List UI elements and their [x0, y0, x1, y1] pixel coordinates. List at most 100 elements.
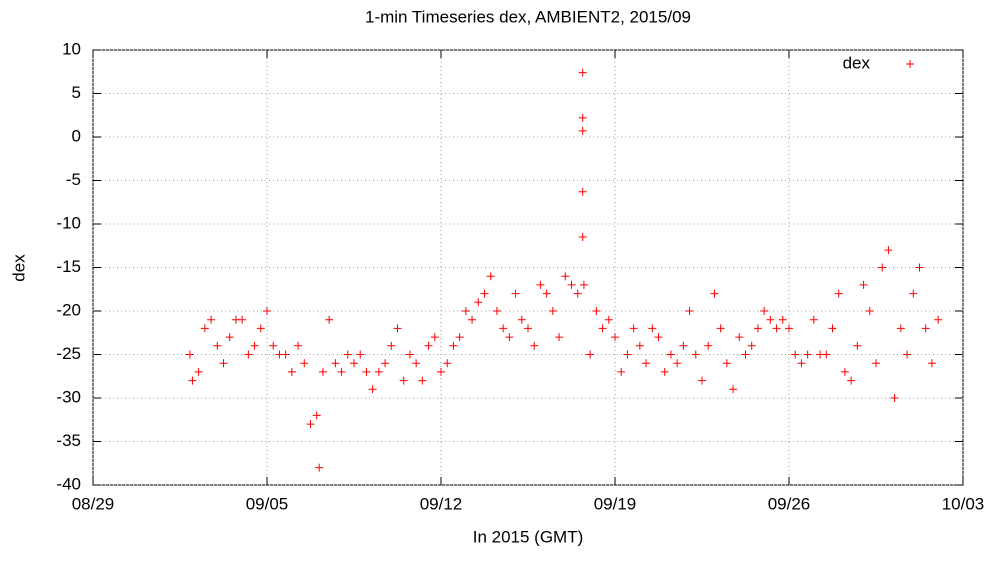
data-point	[927, 359, 936, 368]
data-point	[337, 367, 346, 376]
data-point	[480, 289, 489, 298]
data-point	[716, 324, 725, 333]
data-point	[573, 289, 582, 298]
data-point	[461, 307, 470, 315]
data-point	[617, 367, 626, 376]
data-point	[679, 341, 688, 350]
data-point	[772, 324, 781, 333]
legend-label: dex	[843, 53, 871, 72]
data-point	[238, 315, 247, 324]
data-point	[374, 367, 383, 376]
data-point	[256, 324, 265, 333]
data-point	[393, 324, 402, 333]
data-point	[331, 359, 340, 368]
y-tick-label: -30	[56, 387, 81, 406]
data-point	[449, 341, 458, 350]
data-point	[263, 307, 271, 315]
data-point	[915, 263, 924, 272]
data-point	[443, 359, 452, 368]
data-point	[785, 324, 793, 333]
data-point	[578, 126, 587, 135]
x-tick-label: 09/19	[594, 494, 637, 513]
data-point	[294, 341, 303, 350]
data-point	[542, 289, 551, 298]
data-point	[399, 376, 408, 385]
data-point	[579, 280, 588, 289]
data-point	[350, 359, 358, 368]
data-point	[747, 341, 756, 350]
data-point	[660, 367, 669, 376]
data-point	[517, 315, 526, 324]
data-point	[741, 350, 750, 359]
data-point	[586, 350, 595, 359]
data-point	[185, 350, 194, 359]
data-point	[188, 376, 197, 385]
y-tick-label: -5	[66, 170, 81, 189]
data-point	[884, 246, 893, 255]
data-point	[368, 385, 377, 394]
data-point	[673, 359, 682, 368]
data-point	[287, 367, 296, 376]
data-point	[362, 367, 371, 376]
data-point	[890, 394, 899, 402]
data-point	[548, 307, 557, 315]
data-point	[325, 315, 334, 324]
data-point	[909, 289, 918, 298]
data-point	[499, 324, 508, 333]
data-point	[578, 113, 587, 122]
data-point	[306, 420, 315, 429]
data-point	[642, 359, 651, 368]
data-point	[300, 359, 309, 368]
data-point	[405, 350, 414, 359]
data-point	[934, 315, 943, 324]
data-point	[766, 315, 775, 324]
y-tick-label: -35	[56, 431, 81, 450]
data-point	[872, 359, 880, 368]
data-point	[269, 341, 278, 350]
data-point	[207, 315, 216, 324]
data-point	[729, 385, 738, 394]
data-point	[250, 341, 259, 350]
data-point	[281, 350, 290, 359]
data-point	[704, 341, 713, 350]
data-point	[604, 315, 613, 324]
data-point	[343, 350, 352, 359]
data-point	[648, 324, 657, 333]
data-point	[722, 359, 731, 368]
data-point	[356, 350, 365, 359]
legend-marker	[906, 60, 914, 68]
data-point	[635, 341, 644, 350]
data-point	[225, 333, 234, 342]
data-point	[524, 324, 532, 333]
data-point	[318, 367, 327, 376]
data-point	[865, 307, 874, 315]
data-point	[213, 341, 222, 350]
data-point	[200, 324, 209, 333]
y-tick-label: 0	[72, 126, 81, 145]
data-point	[828, 324, 837, 333]
data-point	[822, 350, 831, 359]
data-point	[685, 307, 694, 315]
x-axis-label: In 2015 (GMT)	[473, 527, 584, 546]
data-point	[505, 333, 514, 342]
data-point	[486, 272, 495, 281]
data-point	[735, 333, 744, 342]
y-tick-label: -20	[56, 300, 81, 319]
data-point	[903, 350, 912, 359]
data-point	[437, 367, 445, 376]
y-axis-label: dex	[9, 254, 28, 282]
data-point	[418, 376, 427, 385]
y-tick-label: 10	[62, 39, 81, 58]
data-point	[753, 324, 762, 333]
data-point	[803, 350, 812, 359]
data-point	[219, 359, 228, 368]
data-point	[878, 263, 887, 272]
x-tick-label: 08/29	[72, 494, 115, 513]
data-point	[592, 307, 601, 315]
data-point	[853, 341, 862, 350]
data-point	[536, 280, 545, 289]
data-point	[194, 367, 203, 376]
data-point	[654, 333, 663, 342]
data-point	[611, 333, 619, 342]
